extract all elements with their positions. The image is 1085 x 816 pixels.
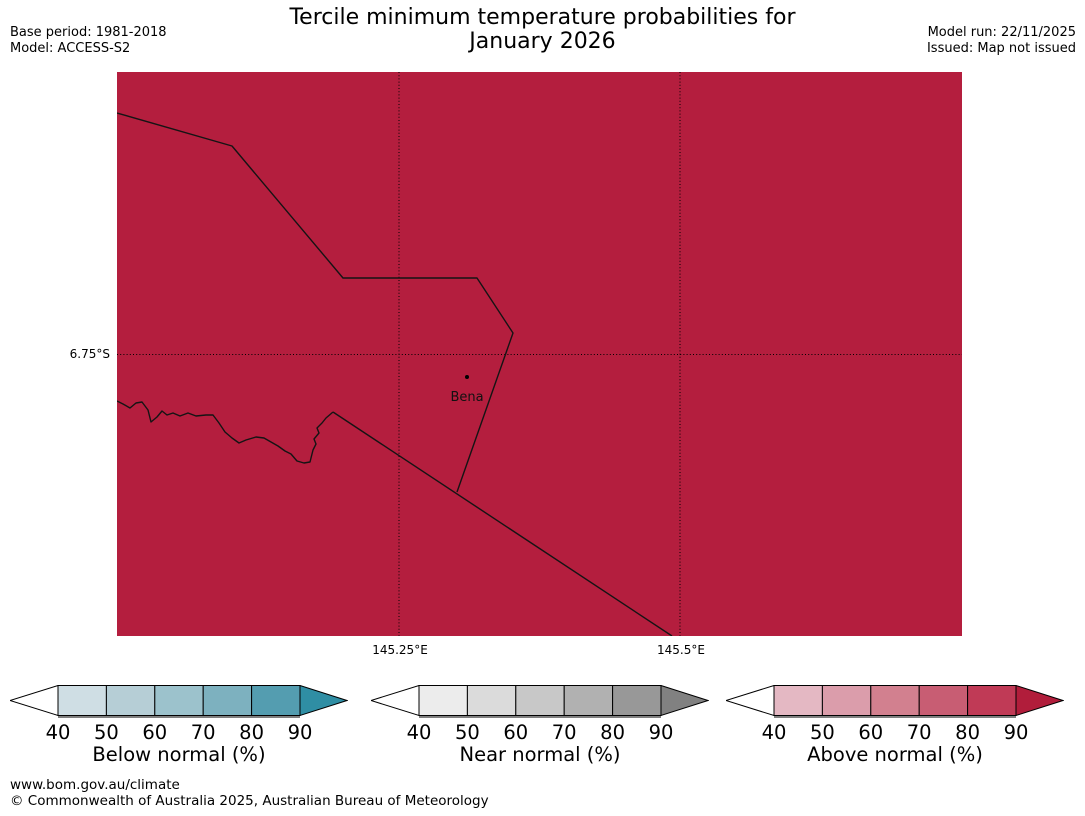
footer-url: www.bom.gov.au/climate (10, 777, 180, 793)
legend-swatch-80-90 (251, 685, 301, 716)
legend-tick: 90 (1003, 721, 1029, 744)
legend-swatch-50-60 (821, 685, 872, 716)
legend-swatch-50-60 (466, 685, 517, 716)
model-run-text: Model run: 22/11/2025 (927, 25, 1076, 40)
place-marker-dot (465, 375, 469, 379)
legend-colorbar-above (726, 685, 1064, 718)
legend-tick: 80 (239, 721, 264, 744)
base-period-text: Base period: 1981-2018 (10, 25, 167, 40)
map-title: Tercile minimum temperature probabilitie… (0, 6, 1085, 54)
legend-over-arrow (1015, 685, 1064, 717)
legend-title-above: Above normal (%) (807, 743, 983, 766)
legend-swatch-80-90 (612, 685, 662, 716)
legend-tick: 80 (955, 721, 980, 744)
legend-colorbar-below (10, 685, 348, 718)
legend-above-normal: 40 50 60 70 80 90 Above normal (%) (726, 685, 1064, 766)
river-coastline (117, 400, 334, 464)
legend-tick: 70 (190, 721, 216, 744)
legend-tick: 50 (809, 721, 835, 744)
legend-over-arrow (299, 685, 348, 717)
lon-tick-label-145-5e: 145.5°E (657, 643, 705, 657)
issued-text: Issued: Map not issued (926, 41, 1076, 56)
legend-tick: 50 (93, 721, 119, 744)
legend-swatch-70-80 (918, 685, 969, 716)
legend-swatch-60-70 (154, 685, 204, 716)
lon-tick-label-145-25e: 145.25°E (372, 643, 428, 657)
legend-swatch-40-50 (773, 685, 823, 716)
legend-colorbar-near (371, 685, 709, 718)
title-line-1: Tercile minimum temperature probabilitie… (289, 5, 796, 30)
legend-title-near: Near normal (%) (459, 743, 621, 766)
legend-near-normal: 40 50 60 70 80 90 Near normal (%) (371, 685, 709, 766)
legend-swatch-60-70 (515, 685, 565, 716)
legend-tick: 60 (142, 721, 168, 744)
legend-tick: 60 (503, 721, 529, 744)
diagonal-boundary-line (332, 411, 673, 636)
run-metadata-right: Model run: 22/11/2025 Issued: Map not is… (927, 25, 1076, 57)
legend-tick: 70 (551, 721, 577, 744)
legend-under-arrow (371, 685, 420, 717)
legend-tick: 40 (406, 721, 432, 744)
district-boundary-line (117, 112, 514, 493)
probability-map: Bena (117, 72, 962, 636)
legend-swatch-70-80 (202, 685, 253, 716)
legend-tick: 80 (600, 721, 625, 744)
legend-tick: 40 (761, 721, 787, 744)
legend-under-arrow (726, 685, 775, 717)
footer-copyright: © Commonwealth of Australia 2025, Austra… (10, 793, 489, 809)
legend-swatch-50-60 (105, 685, 156, 716)
legend-tick: 70 (906, 721, 932, 744)
legend-swatch-40-50 (57, 685, 107, 716)
footer: www.bom.gov.au/climate © Commonwealth of… (10, 777, 489, 809)
legend-swatch-80-90 (967, 685, 1017, 716)
legend-tick: 90 (648, 721, 674, 744)
place-label: Bena (450, 390, 483, 405)
title-line-2: January 2026 (469, 29, 616, 54)
legend-title-below: Below normal (%) (92, 743, 266, 766)
legend-over-arrow (660, 685, 709, 717)
legend-swatch-70-80 (563, 685, 614, 716)
legend-swatch-40-50 (418, 685, 468, 716)
legend-tick: 60 (858, 721, 884, 744)
lat-tick-label: 6.75°S (69, 347, 110, 361)
run-metadata-left: Base period: 1981-2018 Model: ACCESS-S2 (10, 25, 167, 57)
legend-tick: 90 (287, 721, 313, 744)
legend-under-arrow (10, 685, 59, 717)
model-text: Model: ACCESS-S2 (10, 41, 131, 56)
legend-below-normal: 40 50 60 70 80 90 Below normal (%) (10, 685, 348, 766)
legend-tick: 40 (45, 721, 71, 744)
legend-tick: 50 (454, 721, 480, 744)
legend-swatch-60-70 (870, 685, 920, 716)
